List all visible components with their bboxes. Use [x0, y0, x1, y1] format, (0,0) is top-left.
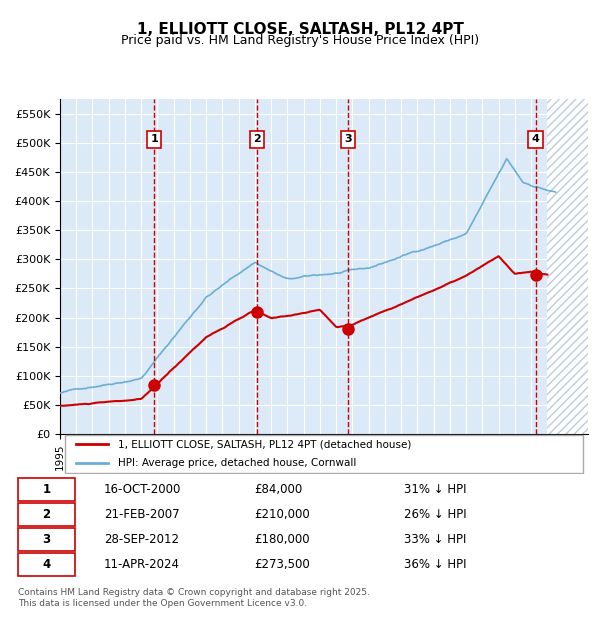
Bar [547, 99, 588, 434]
Text: Contains HM Land Registry data © Crown copyright and database right 2025.
This d: Contains HM Land Registry data © Crown c… [18, 588, 370, 608]
FancyBboxPatch shape [18, 478, 76, 501]
FancyBboxPatch shape [18, 503, 76, 526]
Text: 21-FEB-2007: 21-FEB-2007 [104, 508, 180, 521]
Text: 16-OCT-2000: 16-OCT-2000 [104, 483, 182, 496]
Text: £84,000: £84,000 [254, 483, 302, 496]
FancyBboxPatch shape [18, 554, 76, 577]
Text: 1, ELLIOTT CLOSE, SALTASH, PL12 4PT (detached house): 1, ELLIOTT CLOSE, SALTASH, PL12 4PT (det… [118, 439, 412, 449]
Text: 26% ↓ HPI: 26% ↓ HPI [404, 508, 466, 521]
Text: 1: 1 [150, 135, 158, 144]
Text: £273,500: £273,500 [254, 559, 310, 572]
Text: 33% ↓ HPI: 33% ↓ HPI [404, 533, 466, 546]
FancyBboxPatch shape [65, 435, 583, 474]
Bar [547, 99, 588, 434]
Text: 2: 2 [253, 135, 261, 144]
Text: 3: 3 [43, 533, 50, 546]
Text: Price paid vs. HM Land Registry's House Price Index (HPI): Price paid vs. HM Land Registry's House … [121, 34, 479, 47]
Text: 4: 4 [532, 135, 539, 144]
Text: £180,000: £180,000 [254, 533, 310, 546]
Text: 28-SEP-2012: 28-SEP-2012 [104, 533, 179, 546]
Text: 31% ↓ HPI: 31% ↓ HPI [404, 483, 466, 496]
Text: 11-APR-2024: 11-APR-2024 [104, 559, 180, 572]
Text: 36% ↓ HPI: 36% ↓ HPI [404, 559, 466, 572]
Text: 1, ELLIOTT CLOSE, SALTASH, PL12 4PT: 1, ELLIOTT CLOSE, SALTASH, PL12 4PT [137, 22, 463, 37]
FancyBboxPatch shape [18, 528, 76, 551]
Text: HPI: Average price, detached house, Cornwall: HPI: Average price, detached house, Corn… [118, 458, 356, 468]
Text: £210,000: £210,000 [254, 508, 310, 521]
Text: 2: 2 [43, 508, 50, 521]
Text: 1: 1 [43, 483, 50, 496]
Text: 4: 4 [43, 559, 50, 572]
Text: 3: 3 [344, 135, 352, 144]
